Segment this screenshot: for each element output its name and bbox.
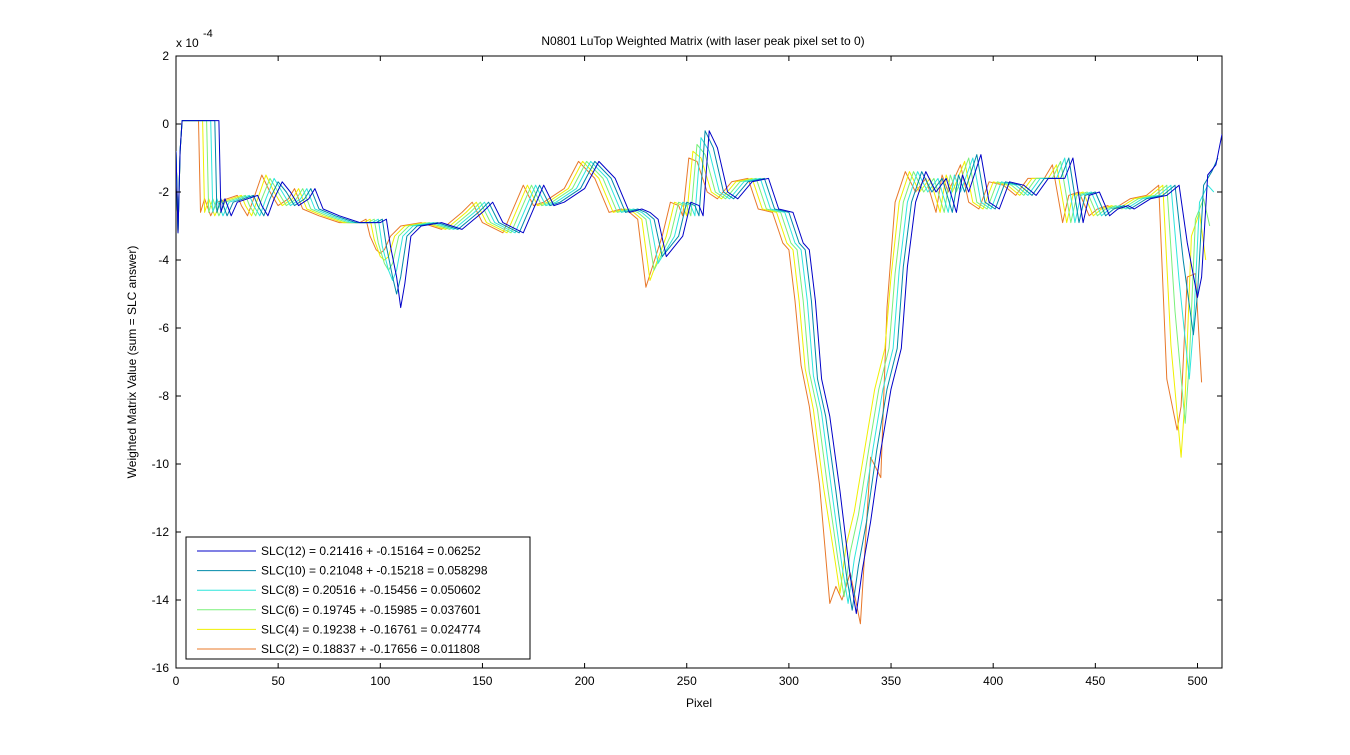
legend-item: SLC(8) = 0.20516 + -0.15456 = 0.050602: [197, 583, 481, 597]
y-tick-label: -4: [158, 253, 169, 267]
x-tick-label: 0: [173, 674, 180, 688]
legend-box: [185, 536, 531, 660]
x-tick-label: 300: [779, 674, 799, 688]
y-axis: 2 0 -2 -4 -6 -8 -10 -12 -14 -16: [152, 49, 1222, 675]
y-tick-label: -12: [152, 525, 170, 539]
y-tick: 2: [162, 49, 1222, 63]
axes-frame: [175, 55, 1223, 669]
series-line: [176, 120, 1215, 604]
y-tick: -10: [152, 457, 1222, 471]
legend-label: SLC(2) = 0.18837 + -0.17656 = 0.011808: [261, 642, 480, 656]
x-tick-label: 500: [1187, 674, 1207, 688]
y-tick-label: -16: [152, 661, 170, 675]
x-tick: 450: [1085, 56, 1106, 688]
legend-item: SLC(6) = 0.19745 + -0.15985 = 0.037601: [197, 603, 481, 617]
series-line: [176, 120, 1222, 615]
x-tick-label: 50: [271, 674, 285, 688]
x-tick: 150: [472, 56, 493, 688]
y-tick-label: -2: [158, 185, 169, 199]
legend-item: SLC(4) = 0.19238 + -0.16761 = 0.024774: [197, 622, 481, 636]
x-tick-label: 250: [677, 674, 697, 688]
y-exponent-base: x 10: [176, 36, 199, 50]
legend-label: SLC(12) = 0.21416 + -0.15164 = 0.06252: [261, 544, 481, 558]
y-exponent-power: -4: [203, 28, 213, 40]
y-tick: -2: [158, 185, 1222, 199]
series-line: [176, 120, 1211, 598]
legend-item: SLC(10) = 0.21048 + -0.15218 = 0.058298: [197, 564, 488, 578]
chart-title: N0801 LuTop Weighted Matrix (with laser …: [541, 34, 864, 48]
legend-label: SLC(8) = 0.20516 + -0.15456 = 0.050602: [261, 583, 481, 597]
y-tick-label: -8: [158, 389, 169, 403]
series-group: [176, 120, 1222, 625]
y-tick: -8: [158, 389, 1222, 403]
legend: SLC(12) = 0.21416 + -0.15164 = 0.06252 SL…: [185, 536, 531, 660]
x-tick: 50: [271, 56, 285, 688]
y-tick: 0: [162, 117, 1222, 131]
x-tick: 0: [173, 56, 180, 688]
series-line: [176, 120, 1203, 625]
y-tick: -12: [152, 525, 1222, 539]
plot-area: 0 50 100 150 200 250 300 350 400 450 500 2 0 -2 -4 -6 -…: [152, 49, 1223, 688]
x-tick-label: 400: [983, 674, 1003, 688]
x-tick: 100: [370, 56, 391, 688]
x-tick-label: 150: [472, 674, 492, 688]
y-tick-label: 0: [162, 117, 169, 131]
y-tick: -4: [158, 253, 1222, 267]
y-tick: -6: [158, 321, 1222, 335]
y-tick: -16: [152, 661, 1222, 675]
y-tick-label: -10: [152, 457, 170, 471]
x-tick: 500: [1187, 56, 1208, 688]
x-tick-label: 100: [370, 674, 390, 688]
y-tick-label: -14: [152, 593, 170, 607]
x-tick-label: 350: [881, 674, 901, 688]
y-tick-label: 2: [162, 49, 169, 63]
legend-item: SLC(2) = 0.18837 + -0.17656 = 0.011808: [197, 642, 480, 656]
y-tick-label: -6: [158, 321, 169, 335]
x-tick: 300: [779, 56, 799, 688]
y-tick: -14: [152, 593, 1222, 607]
x-tick-label: 450: [1085, 674, 1105, 688]
legend-label: SLC(4) = 0.19238 + -0.16761 = 0.024774: [261, 622, 481, 636]
y-axis-label: Weighted Matrix Value (sum = SLC answer): [125, 246, 139, 479]
legend-label: SLC(6) = 0.19745 + -0.15985 = 0.037601: [261, 603, 481, 617]
legend-label: SLC(10) = 0.21048 + -0.15218 = 0.058298: [261, 564, 488, 578]
x-tick-label: 200: [575, 674, 595, 688]
x-axis: 0 50 100 150 200 250 300 350 400 450 500: [173, 56, 1208, 688]
x-tick: 200: [575, 56, 595, 688]
x-tick: 400: [983, 56, 1004, 688]
series-line: [176, 120, 1207, 594]
x-axis-label: Pixel: [686, 696, 712, 710]
legend-item: SLC(12) = 0.21416 + -0.15164 = 0.06252: [197, 544, 481, 558]
x-tick: 250: [677, 56, 697, 688]
x-tick: 350: [881, 56, 901, 688]
series-line: [176, 120, 1219, 611]
